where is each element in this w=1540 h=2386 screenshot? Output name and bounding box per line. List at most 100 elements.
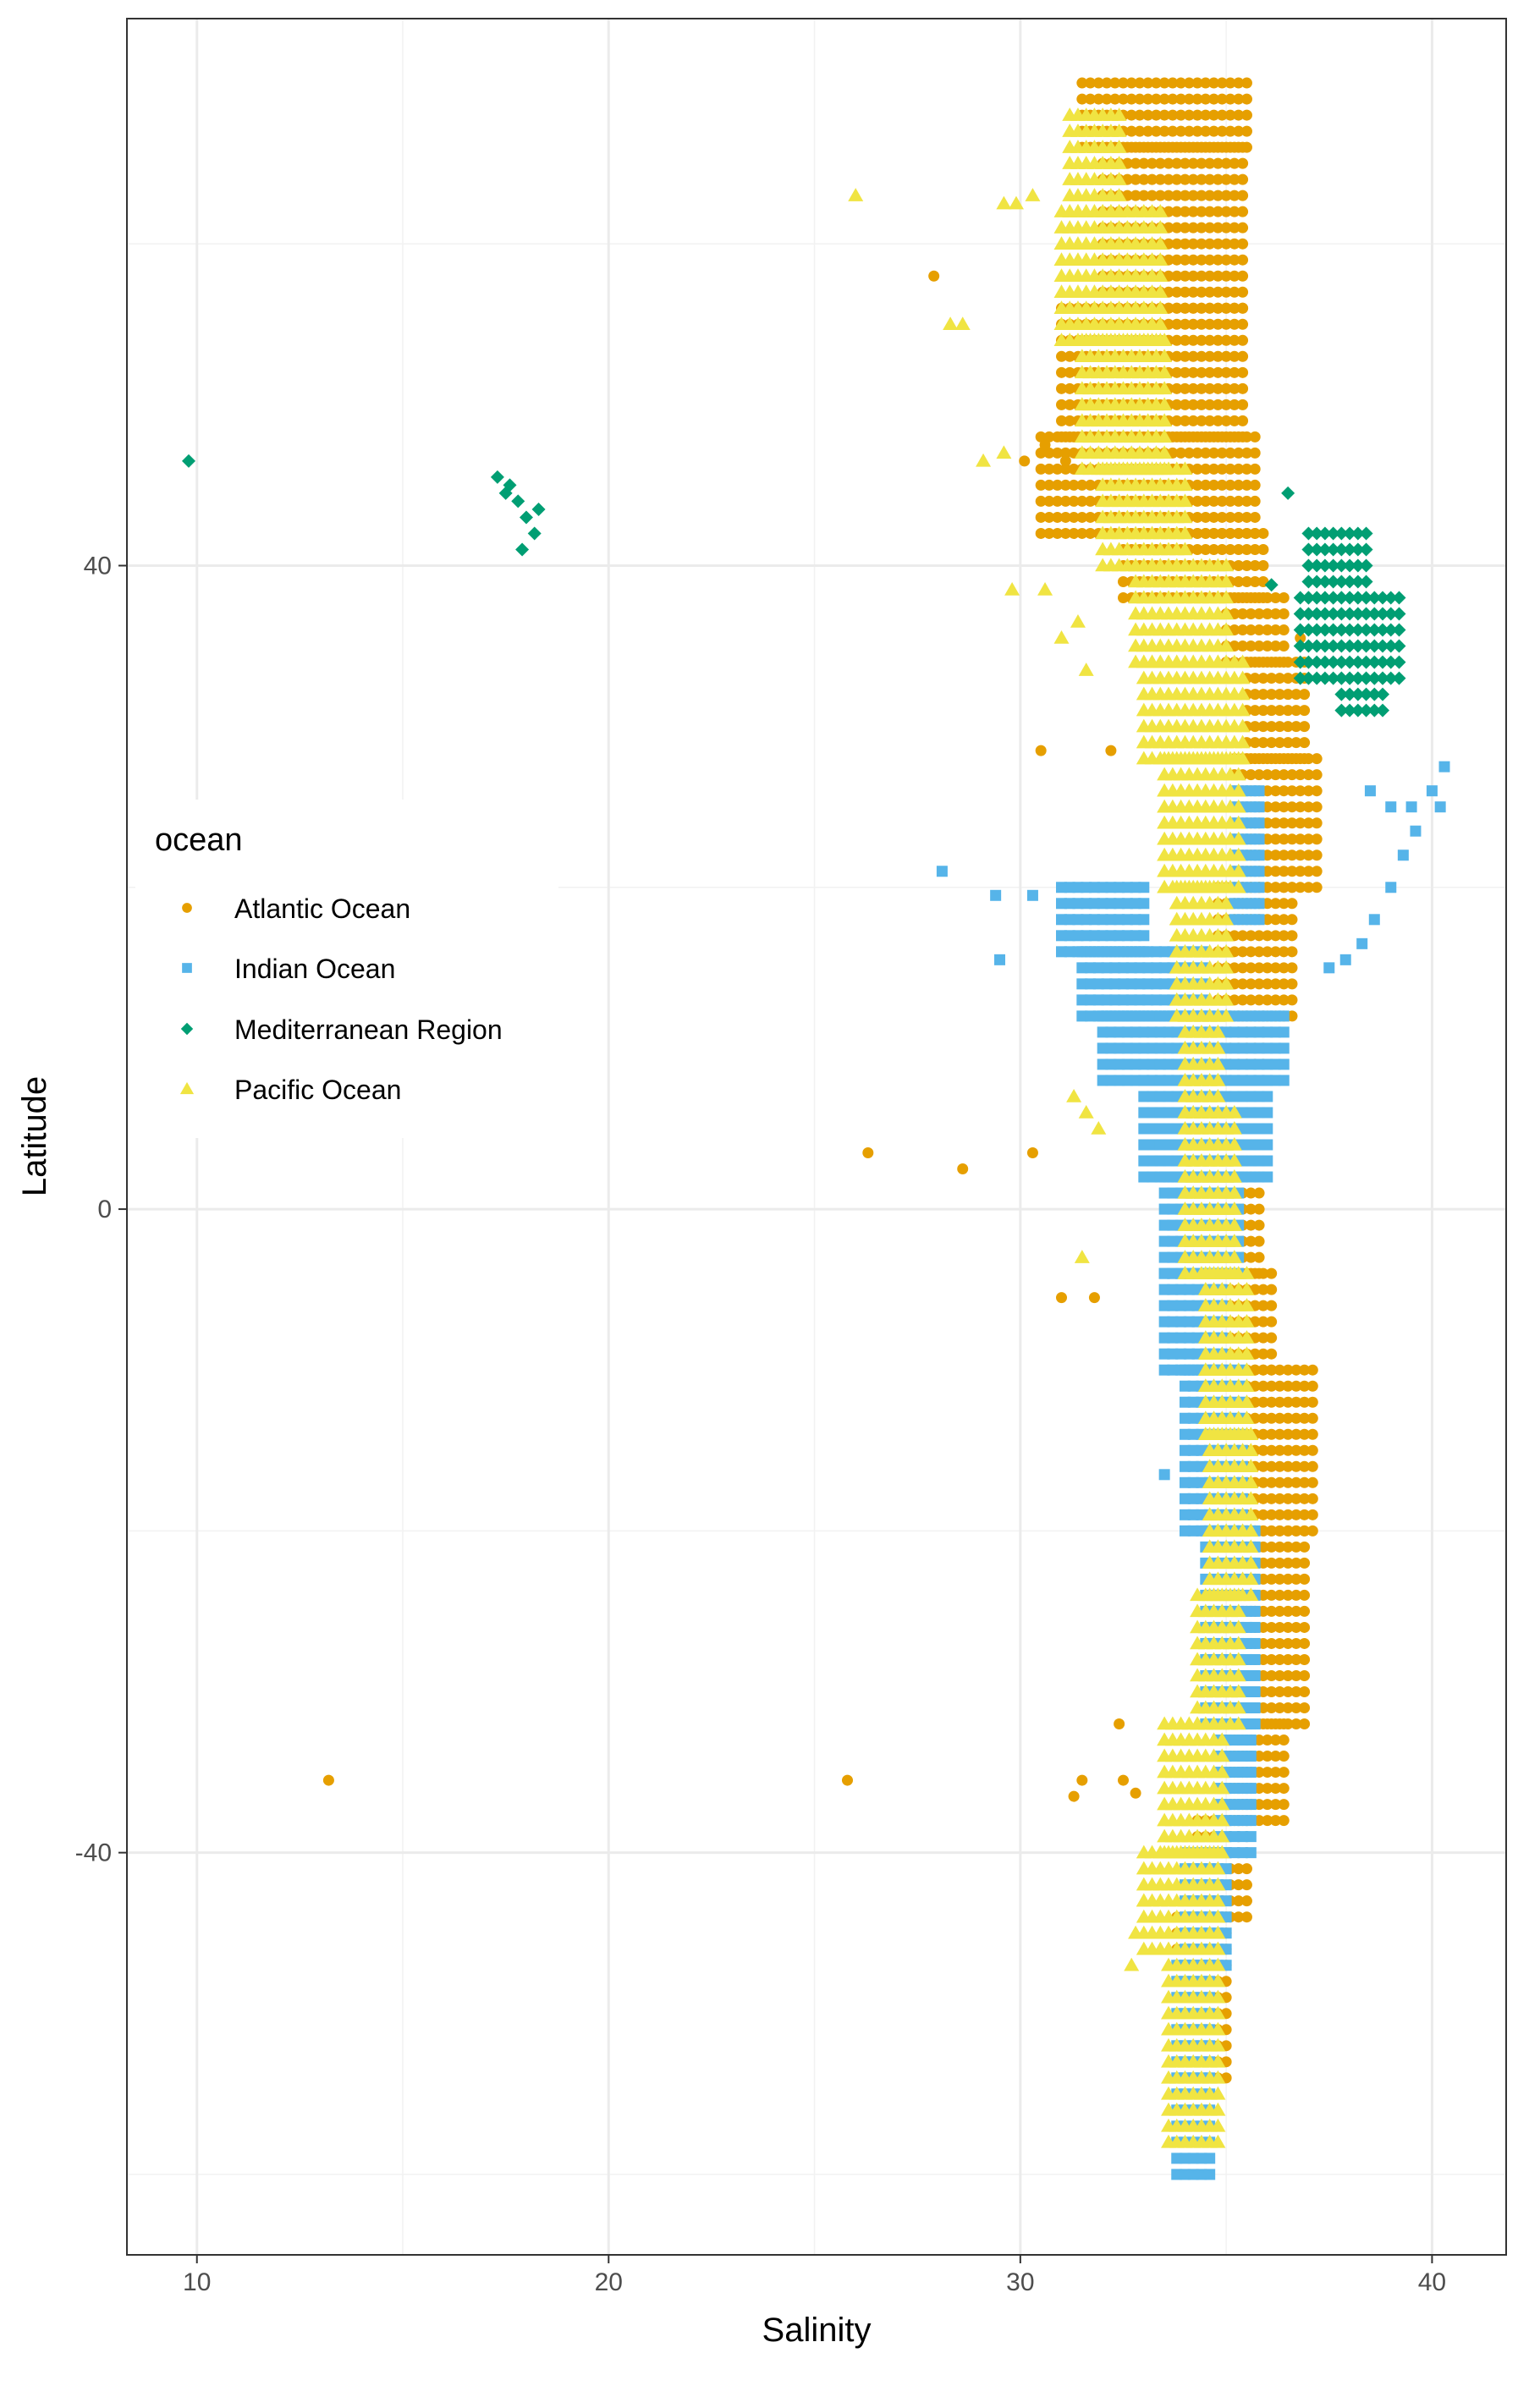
data-point — [1196, 415, 1207, 426]
data-point — [1245, 1767, 1257, 1779]
data-point — [1230, 783, 1246, 797]
data-point — [1350, 542, 1365, 557]
data-point — [1125, 125, 1137, 137]
data-point — [1076, 1774, 1088, 1786]
data-point — [1299, 1380, 1311, 1392]
data-point — [519, 510, 533, 525]
data-point — [1183, 93, 1195, 105]
data-point — [1385, 801, 1397, 813]
data-point — [1200, 447, 1212, 459]
data-point — [1171, 254, 1183, 266]
data-point — [1290, 705, 1302, 717]
data-point — [1059, 495, 1071, 507]
data-point — [1367, 703, 1382, 717]
data-point — [1368, 914, 1380, 926]
data-point — [1266, 1637, 1278, 1649]
data-point — [1392, 655, 1406, 669]
data-point — [1282, 1412, 1294, 1424]
data-point — [1282, 1460, 1294, 1472]
data-point — [1253, 1251, 1265, 1263]
data-point — [1056, 350, 1068, 362]
data-point — [1257, 527, 1269, 539]
data-point — [1364, 785, 1376, 797]
data-point — [1147, 157, 1158, 169]
data-point — [1220, 334, 1232, 346]
data-point — [1204, 238, 1216, 250]
data-point — [1237, 608, 1249, 620]
data-point — [1266, 705, 1278, 717]
data-point — [1334, 703, 1349, 717]
data-point — [1138, 914, 1150, 926]
data-point — [1301, 591, 1316, 605]
data-point — [1204, 141, 1216, 153]
data-point — [1282, 1702, 1294, 1714]
data-point — [1204, 173, 1216, 185]
data-point — [1130, 141, 1141, 153]
data-point — [1208, 447, 1220, 459]
data-point — [1262, 1815, 1273, 1827]
data-point — [1270, 753, 1282, 765]
data-point — [1270, 801, 1282, 813]
data-point — [1171, 190, 1183, 201]
data-point — [1299, 1412, 1311, 1424]
data-point — [1243, 1491, 1259, 1505]
data-point — [1059, 447, 1071, 459]
data-point — [1226, 1218, 1242, 1231]
data-point — [1273, 705, 1285, 717]
data-point — [1240, 511, 1252, 523]
legend-label-pacific: Pacific Ocean — [234, 1075, 401, 1105]
data-point — [1317, 526, 1332, 541]
data-point — [1266, 1573, 1278, 1585]
data-point — [1239, 1410, 1255, 1425]
data-point — [1130, 173, 1141, 185]
data-point — [1200, 527, 1212, 539]
data-point — [1273, 1396, 1285, 1408]
data-point — [1204, 286, 1216, 298]
data-point — [1187, 382, 1199, 394]
data-point — [1253, 1219, 1265, 1231]
data-point — [1290, 721, 1302, 733]
data-point — [1367, 639, 1382, 653]
data-point — [1179, 286, 1191, 298]
data-point — [1301, 542, 1316, 557]
data-point — [1200, 463, 1212, 475]
data-point — [1218, 911, 1235, 926]
data-point — [1052, 495, 1064, 507]
data-point — [1266, 721, 1278, 733]
data-point — [1273, 1476, 1285, 1488]
data-point — [1171, 318, 1183, 330]
data-point — [1270, 882, 1282, 893]
data-point — [1216, 495, 1228, 507]
data-point — [1240, 576, 1252, 588]
data-point — [1293, 623, 1307, 637]
data-point — [1233, 527, 1245, 539]
data-point — [1249, 737, 1261, 749]
data-point — [1218, 574, 1235, 588]
data-point — [1226, 1201, 1242, 1215]
data-point — [1282, 721, 1294, 733]
data-point — [1278, 1735, 1290, 1746]
data-point — [1262, 624, 1273, 636]
data-point — [1092, 93, 1104, 105]
legend-key-circle — [182, 903, 192, 913]
data-point — [1066, 1088, 1082, 1102]
data-point — [1282, 1637, 1294, 1649]
data-point — [1138, 141, 1150, 153]
data-point — [1278, 640, 1290, 652]
data-point — [1257, 1509, 1269, 1520]
data-point — [1350, 639, 1365, 653]
data-point — [1302, 882, 1314, 893]
data-point — [1171, 350, 1183, 362]
data-point — [1171, 382, 1183, 394]
data-point — [1253, 785, 1265, 797]
data-point — [1334, 639, 1349, 653]
data-point — [1326, 671, 1340, 685]
data-point — [1187, 334, 1199, 346]
data-point — [1212, 190, 1224, 201]
data-point — [1306, 1412, 1318, 1424]
data-point — [1035, 527, 1047, 539]
data-point — [1286, 898, 1298, 910]
data-point — [1290, 1476, 1302, 1488]
legend-label-atlantic: Atlantic Ocean — [234, 893, 410, 924]
data-point — [1350, 526, 1365, 541]
